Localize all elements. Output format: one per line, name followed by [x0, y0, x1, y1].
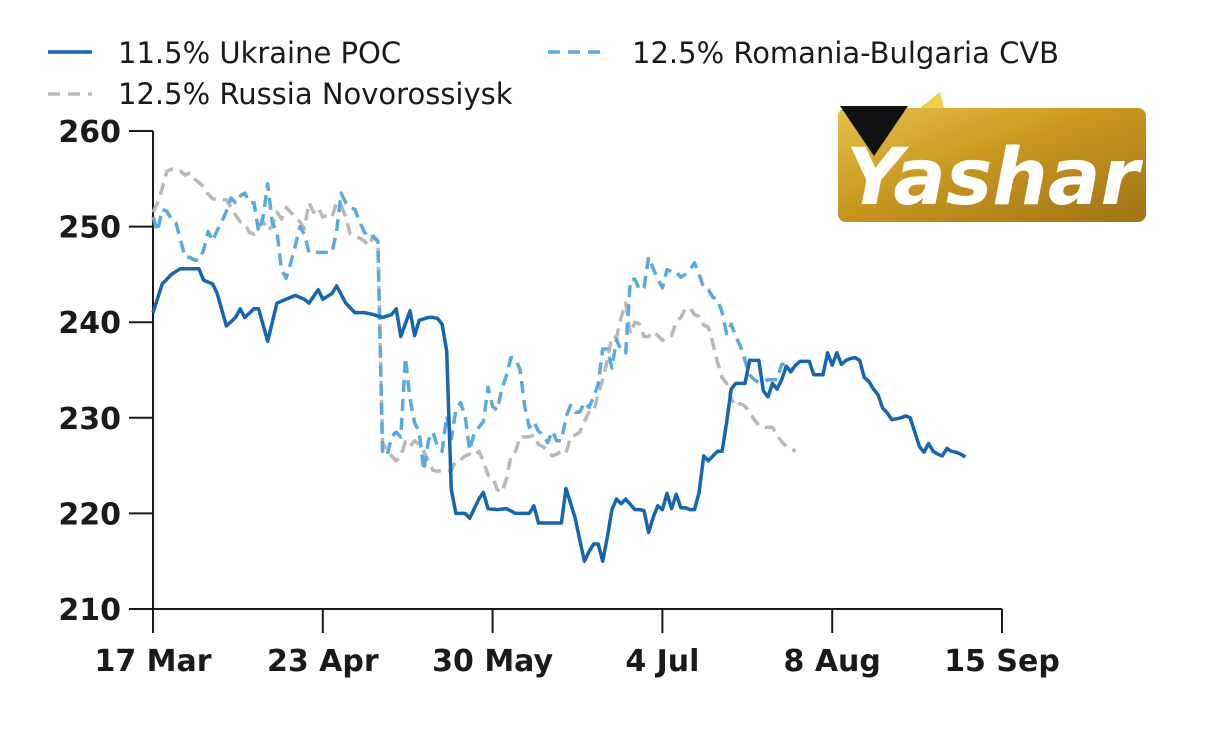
logo-highlight: [920, 92, 944, 108]
legend-item-series-0: 11.5% Ukraine POC: [48, 36, 401, 70]
series-line-2: [151, 167, 797, 495]
logo-mark-icon: [840, 106, 908, 156]
x-tick-label: 30 May: [432, 644, 553, 679]
legend-label: 11.5% Ukraine POC: [118, 36, 401, 70]
legend-item-series-2: 12.5% Russia Novorossiysk: [48, 77, 513, 111]
series-line-0: [151, 266, 967, 563]
legend-label: 12.5% Romania-Bulgaria CVB: [632, 36, 1059, 70]
logo-background: [838, 108, 1146, 222]
x-tick-label: 23 Apr: [267, 644, 379, 679]
y-tick-label: 230: [58, 402, 121, 437]
series-line-1: [151, 181, 793, 473]
x-axis: 17 Mar 23 Apr 30 May 4 Jul 8 Aug 15 Sep: [94, 608, 1060, 679]
y-tick-label: 210: [58, 593, 121, 628]
logo-wordmark: Yashar: [846, 133, 1143, 223]
x-tick-label: 15 Sep: [944, 644, 1060, 679]
y-axis: 210 220 230 240 250 260: [58, 115, 154, 628]
x-tick-label: 4 Jul: [625, 644, 699, 679]
y-tick-label: 220: [58, 497, 121, 532]
legend-label: 12.5% Russia Novorossiysk: [118, 77, 513, 111]
legend: 11.5% Ukraine POC 12.5% Romania-Bulgaria…: [48, 36, 1059, 111]
y-tick-label: 260: [58, 115, 121, 150]
plot-area: [151, 167, 967, 563]
y-tick-label: 250: [58, 211, 121, 246]
yashar-logo: Yashar: [838, 92, 1146, 223]
y-tick-label: 240: [58, 306, 121, 341]
legend-item-series-1: 12.5% Romania-Bulgaria CVB: [548, 36, 1059, 70]
x-tick-label: 8 Aug: [784, 644, 881, 679]
x-tick-label: 17 Mar: [94, 644, 211, 679]
